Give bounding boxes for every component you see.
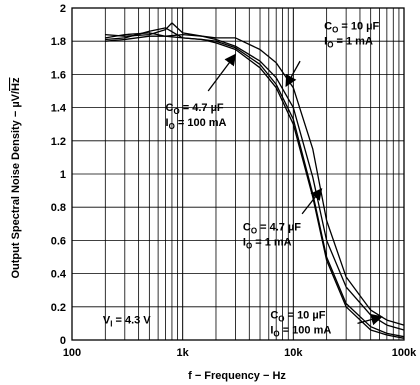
y-axis-title: Output Spectral Noise Density − µV/Hz xyxy=(10,77,22,279)
annotation-1-current-value: = 1 mA xyxy=(333,36,372,48)
annotation-4-current-symbol: I xyxy=(270,324,273,336)
series-group xyxy=(105,22,405,339)
annotation-4-current-subscript: O xyxy=(273,329,279,338)
tick-labels-group: 0 0.2 0.4 0.6 0.8 1 1.2 1.4 1.6 1.8 2 100 1k 10k 100k xyxy=(51,3,417,359)
plot-frame xyxy=(71,7,405,341)
annotation-1-current-subscript: O xyxy=(327,41,333,50)
annotation-2-capacitance-value: = 4.7 µF xyxy=(180,102,224,114)
annotation-4-capacitance: CO = 10 µF xyxy=(270,309,325,323)
annotation-4-capacitance-symbol: C xyxy=(270,309,278,321)
y-tick-label: 0.8 xyxy=(51,202,66,214)
series-line-4 xyxy=(105,35,405,339)
annotation-2-current: IO = 100 mA xyxy=(166,117,227,131)
annotation-1-arrow xyxy=(285,60,301,88)
input-voltage-label: VI = 4.3 V xyxy=(103,314,151,328)
annotation-3-capacitance-subscript: O xyxy=(251,226,257,235)
annotation-2-capacitance-symbol: C xyxy=(166,102,174,114)
annotation-4-current-value: = 100 mA xyxy=(280,324,332,336)
y-tick-label: 0.4 xyxy=(51,269,67,281)
y-tick-label: 1.8 xyxy=(51,36,66,48)
annotation-2-current-value: = 100 mA xyxy=(175,117,227,129)
annotation-2-current-subscript: O xyxy=(169,122,175,131)
annotation-1-current-symbol: I xyxy=(324,36,327,48)
annotation-3-current-subscript: O xyxy=(246,241,252,250)
annotation-1-current: IO = 1 mA xyxy=(324,36,373,50)
y-axis-title-main: Output Spectral Noise Density − µV/ xyxy=(10,91,22,279)
annotation-2-arrow xyxy=(207,53,237,92)
annotation-3-current: IO = 1 mA xyxy=(243,236,292,250)
annotation-3-current-value: = 1 mA xyxy=(252,236,291,248)
annotation-2-capacitance-subscript: O xyxy=(173,107,179,116)
series-line-2 xyxy=(105,32,405,331)
input-voltage-label-value: = 4.3 V xyxy=(112,314,151,326)
annotation-3-arrow xyxy=(301,188,323,215)
x-tick-label: 10k xyxy=(284,347,303,359)
y-tick-label: 2 xyxy=(60,3,66,15)
input-voltage-label-subscript: I xyxy=(110,319,112,328)
annotation-1-capacitance: CO = 10 µF xyxy=(324,21,379,35)
annotation-4-capacitance-value: = 10 µF xyxy=(285,309,326,321)
annotation-2-current-symbol: I xyxy=(166,117,169,129)
x-tick-label: 1k xyxy=(177,347,190,359)
y-tick-label: 0.6 xyxy=(51,235,66,247)
annotation-3-current-symbol: I xyxy=(243,236,246,248)
y-tick-label: 0 xyxy=(60,335,66,347)
y-axis-title-sqrt: Hz xyxy=(10,77,22,91)
series-line-1 xyxy=(105,22,405,326)
y-tick-label: 1.4 xyxy=(51,103,67,115)
y-tick-label: 1 xyxy=(60,169,66,181)
annotation-4-current: IO = 100 mA xyxy=(270,324,331,338)
annotation-4-capacitance-subscript: O xyxy=(278,314,284,323)
y-tick-label: 1.6 xyxy=(51,69,66,81)
annotation-1-capacitance-value: = 10 µF xyxy=(338,21,379,33)
annotation-3-capacitance-value: = 4.7 µF xyxy=(257,221,301,233)
annotation-3-capacitance-symbol: C xyxy=(243,221,251,233)
x-tick-label: 100 xyxy=(63,347,81,359)
x-tick-label: 100k xyxy=(392,347,417,359)
annotation-3-capacitance: CO = 4.7 µF xyxy=(243,221,301,235)
annotation-4-arrow xyxy=(357,313,383,326)
series-line-3 xyxy=(105,27,405,338)
grid xyxy=(71,7,405,341)
annotation-1-capacitance-symbol: C xyxy=(324,21,332,33)
input-voltage-label-symbol: V xyxy=(103,314,111,326)
y-tick-label: 0.2 xyxy=(51,302,66,314)
x-axis-title: f − Frequency − Hz xyxy=(188,370,286,382)
annotation-1-capacitance-subscript: O xyxy=(332,26,338,35)
y-tick-label: 1.2 xyxy=(51,136,66,148)
annotation-2-capacitance: CO = 4.7 µF xyxy=(166,102,224,116)
